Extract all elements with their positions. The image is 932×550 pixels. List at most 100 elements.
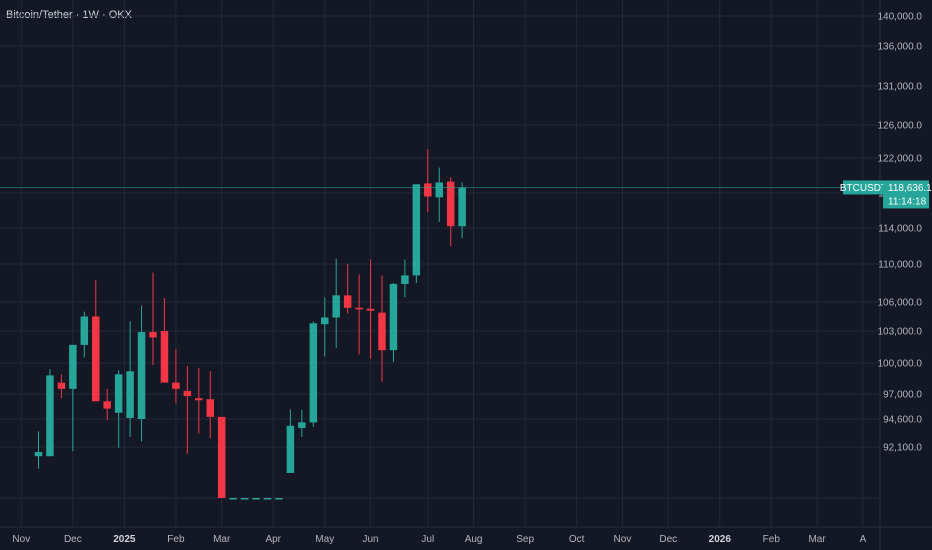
candle-body [240, 498, 249, 500]
symbol-tag [843, 180, 884, 195]
price-tick-label: 122,000.0 [878, 154, 923, 165]
price-tick-label: 126,000.0 [878, 121, 923, 132]
candle [435, 167, 443, 222]
candle-body [446, 181, 455, 227]
candle [92, 280, 100, 402]
candle-body [424, 183, 432, 197]
candle [401, 259, 409, 298]
symbol-tag-label: BTCUSDT [840, 183, 887, 194]
candle [57, 374, 66, 399]
candle [46, 369, 54, 457]
time-tick-label: Mar [808, 534, 826, 545]
time-tick-label: Jun [362, 534, 378, 545]
candle [424, 148, 432, 213]
time-tick-label: 2026 [709, 534, 732, 545]
candle [412, 184, 421, 283]
price-tick-label: 92,100.0 [883, 443, 922, 454]
candle-body [160, 331, 169, 383]
candle-body [263, 498, 272, 500]
time-tick-label: Aug [465, 534, 483, 545]
candle-body [34, 452, 43, 457]
candle-body [217, 416, 226, 498]
candles-layer [34, 148, 466, 500]
chart-title: Bitcoin/Tether · 1W · OKX [6, 9, 132, 21]
candle [160, 298, 169, 383]
candle [343, 264, 352, 314]
candle-body [172, 382, 180, 389]
candle-body [206, 399, 214, 417]
time-tick-label: Nov [614, 534, 632, 545]
candle-body [332, 295, 340, 318]
time-tick-label: A [860, 534, 867, 545]
countdown-label: 11:14:18 [888, 196, 927, 207]
price-axis[interactable]: 140,000.0 136,000.0 131,000.0 126,000.0 122,… [878, 12, 923, 454]
candle-body [321, 317, 329, 325]
candle [389, 283, 398, 362]
candle [309, 321, 318, 427]
candle-body [458, 187, 466, 227]
candle-body [183, 390, 192, 397]
time-tick-label: Feb [763, 534, 781, 545]
candle [446, 177, 455, 246]
candle [149, 272, 157, 366]
candle [195, 368, 203, 434]
candle-body [149, 332, 157, 338]
candle-body [412, 184, 421, 276]
time-tick-label: May [315, 534, 334, 545]
candle [229, 498, 237, 500]
price-tick-label: 103,000.0 [878, 327, 923, 338]
price-tick-label: 136,000.0 [878, 42, 923, 53]
candle [34, 431, 43, 469]
candle [286, 409, 295, 473]
candle-body [298, 422, 306, 428]
candle [458, 182, 466, 238]
candle-body [80, 316, 89, 345]
candle [206, 371, 214, 439]
candle-body [229, 498, 237, 500]
candle [217, 416, 226, 498]
price-tick-label: 140,000.0 [878, 12, 923, 23]
time-tick-label: Dec [659, 534, 677, 545]
time-tick-label: 2025 [113, 534, 136, 545]
last-price-label: 118,636.1 [888, 183, 932, 194]
candle-body [355, 307, 363, 310]
candle-body [92, 316, 100, 402]
time-tick-label: Oct [569, 534, 585, 545]
candle-body [252, 498, 260, 500]
candle-body [435, 182, 443, 198]
candle [366, 259, 375, 359]
candle [114, 370, 123, 448]
candle [355, 274, 363, 355]
candle [332, 258, 340, 349]
price-tags: BTCUSDT 118,636.1 11:14:18 [840, 180, 932, 209]
price-tick-label: 97,000.0 [883, 390, 922, 401]
candle [263, 498, 272, 500]
candle [126, 321, 134, 437]
time-tick-label: Dec [64, 534, 82, 545]
candle-body [69, 344, 77, 389]
candle-body [286, 425, 295, 473]
candle-body [366, 308, 375, 311]
candle [80, 311, 89, 358]
candle-body [309, 323, 318, 423]
candle [321, 297, 329, 357]
candle-body [401, 275, 409, 284]
time-axis[interactable]: Nov Dec 2025 Feb Mar Apr May Jun Jul Aug Sep Oct Nov… [12, 534, 866, 545]
candle [103, 388, 111, 421]
price-tick-label: 94,600.0 [883, 415, 922, 426]
candle [252, 498, 260, 500]
candle-body [195, 398, 203, 401]
time-tick-label: Feb [167, 534, 185, 545]
candle-body [389, 283, 398, 351]
candle-body [46, 375, 54, 457]
candle-body [378, 312, 386, 351]
candle [183, 366, 192, 454]
time-tick-label: Sep [516, 534, 534, 545]
time-tick-label: Mar [213, 534, 231, 545]
candle-body [103, 401, 111, 409]
candle [275, 498, 283, 500]
candle-body [343, 295, 352, 308]
price-tick-label: 106,000.0 [878, 298, 923, 309]
